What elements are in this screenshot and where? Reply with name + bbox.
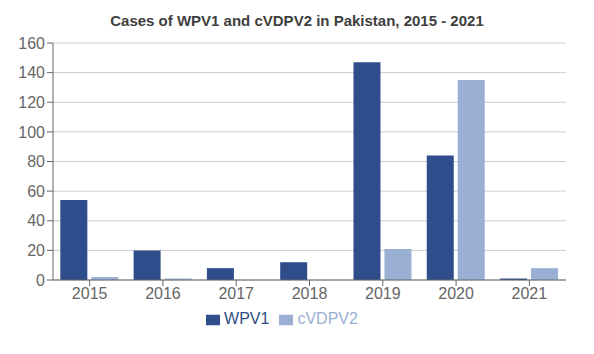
svg-text:140: 140 <box>18 64 45 81</box>
svg-text:20: 20 <box>27 242 45 259</box>
html-text:Cases of WPV1 and cVDPV2 in Pa: Cases of WPV1 and cVDPV2 in Pakistan, 20… <box>110 12 484 29</box>
svg-text:2021: 2021 <box>512 285 548 302</box>
svg-text:120: 120 <box>18 94 45 111</box>
svg-text:2019: 2019 <box>365 285 401 302</box>
html-text:WPV1: WPV1 <box>224 310 270 327</box>
svg-text:100: 100 <box>18 124 45 141</box>
svg-text:40: 40 <box>27 212 45 229</box>
svg-text:60: 60 <box>27 183 45 200</box>
svg-text:2016: 2016 <box>145 285 181 302</box>
html-text:cVDPV2: cVDPV2 <box>297 310 358 327</box>
svg-text:2017: 2017 <box>218 285 254 302</box>
svg-text:2020: 2020 <box>438 285 474 302</box>
svg-text:0: 0 <box>36 272 45 289</box>
svg-text:80: 80 <box>27 153 45 170</box>
svg-text:160: 160 <box>18 35 45 52</box>
svg-text:2018: 2018 <box>292 285 328 302</box>
svg-text:2015: 2015 <box>72 285 108 302</box>
